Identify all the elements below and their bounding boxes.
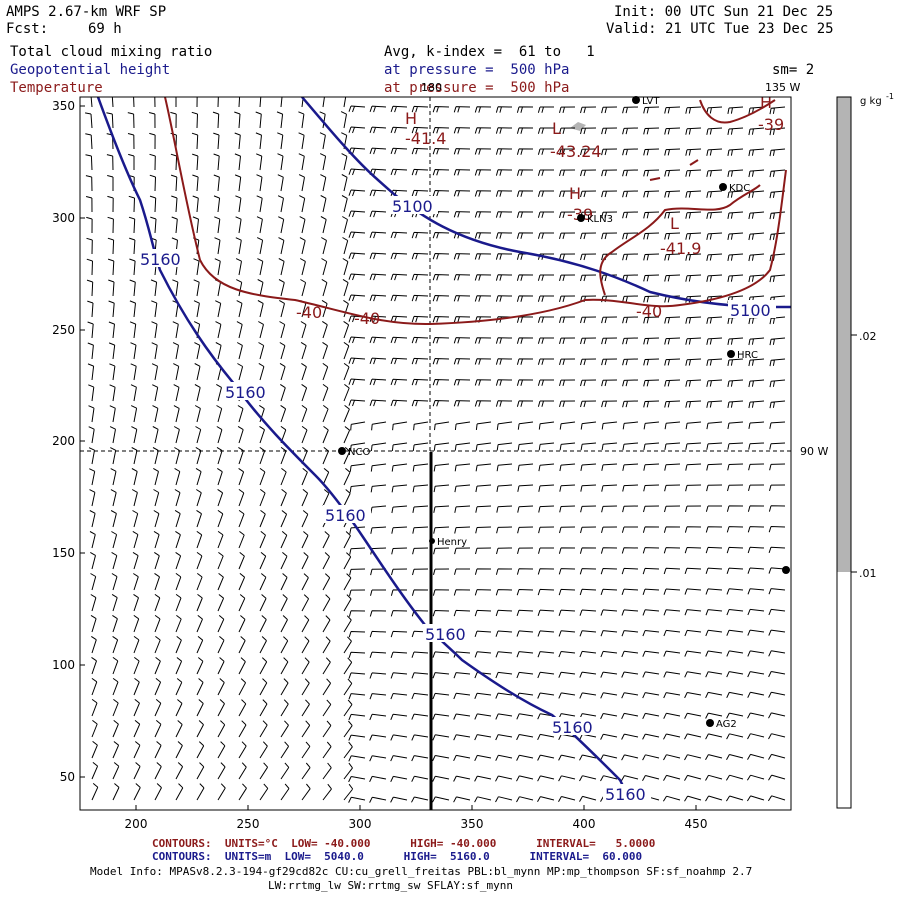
height-label: 5160: [552, 718, 593, 737]
height-label: 5160: [225, 383, 266, 402]
y-tick-label: 250: [52, 323, 75, 337]
station-label: HRC: [737, 350, 758, 361]
temp-label: -39: [758, 115, 784, 134]
model-info: Model Info: MPASv8.2.3-194-gf29cd82c CU:…: [90, 865, 753, 878]
stations: NCO Henry KLN3 HRC KDC AG2 LVT: [338, 96, 790, 730]
model-title: AMPS 2.67-km WRF SP: [6, 4, 167, 20]
x-tick-label: 200: [125, 817, 148, 831]
x-tick-label: 250: [237, 817, 260, 831]
pressure-level-height: at pressure = 500 hPa: [384, 62, 570, 78]
x-tick-label: 300: [349, 817, 372, 831]
forecast-hour: 69 h: [88, 21, 122, 37]
lon-label-180: 180: [421, 81, 442, 94]
cloud-shading: [570, 122, 586, 131]
colorbar-tick: .01: [859, 567, 877, 580]
y-tick-label: 300: [52, 211, 75, 225]
x-tick-label: 350: [461, 817, 484, 831]
height-label: 5160: [325, 506, 366, 525]
colorbar-white: [837, 572, 851, 808]
station-dot: [719, 183, 727, 191]
height-label: 5100: [392, 197, 433, 216]
colorbar-gray: [837, 97, 851, 572]
field-temperature: Temperature: [10, 80, 103, 96]
colorbar-unit: g kg: [860, 96, 882, 107]
station-label: LVT: [642, 96, 660, 107]
height-label: 5160: [425, 625, 466, 644]
pressure-center: H: [569, 184, 581, 203]
axis-ticks: [80, 105, 697, 810]
station-label: KLN3: [587, 214, 613, 225]
temp-label: -40: [296, 303, 322, 322]
height-contour-info: CONTOURS: UNITS=m LOW= 5040.0 HIGH= 5160…: [152, 850, 643, 863]
temperature-contours: [164, 97, 787, 326]
valid-time: Valid: 21 UTC Tue 23 Dec 25: [606, 21, 834, 37]
height-label: 5100: [730, 301, 771, 320]
temp-label: -40: [354, 309, 380, 328]
colorbar: g kg -1 .02 .01: [836, 92, 894, 809]
temp-label: -41.4: [405, 129, 446, 148]
forecast-label: Fcst:: [6, 21, 49, 37]
field-geopotential: Geopotential height: [10, 62, 171, 78]
y-tick-label: 100: [52, 658, 75, 672]
station-label: NCO: [348, 447, 370, 458]
temp-label: -40: [636, 302, 662, 321]
x-tick-label: 450: [685, 817, 708, 831]
station-label: Henry: [437, 537, 467, 548]
wind-barbs: [85, 97, 786, 803]
lon-label-90w: 90 W: [800, 445, 828, 458]
pressure-level-temp: at pressure = 500 hPa: [384, 80, 570, 96]
y-tick-label: 50: [60, 770, 75, 784]
map-frame: [79, 96, 792, 811]
station-label: AG2: [716, 719, 737, 730]
station-dot: [727, 350, 735, 358]
temp-label: -43.24: [550, 142, 602, 161]
station-dot: [632, 96, 640, 104]
station-dot: [429, 538, 435, 544]
height-contours: [96, 97, 791, 791]
colorbar-unit-exp: -1: [886, 92, 894, 101]
station-dot: [782, 566, 790, 574]
height-label: 5160: [140, 250, 181, 269]
pressure-center: H: [405, 109, 417, 128]
temp-label: -41.9: [660, 239, 701, 258]
colorbar-tick: .02: [859, 330, 877, 343]
height-labels: 5160 5160 5160 5160 5160 5160 5100 5100: [138, 196, 776, 804]
station-label: KDC: [729, 183, 750, 194]
graticule: [80, 97, 791, 452]
temp-contour-info: CONTOURS: UNITS=°C LOW= -40.000 HIGH= -4…: [152, 837, 656, 850]
x-tick-label: 400: [573, 817, 596, 831]
y-tick-label: 150: [52, 546, 75, 560]
lon-label-135w: 135 W: [765, 81, 800, 94]
station-dot: [338, 447, 346, 455]
temperature-labels: -40 -40 -40 -41.4 -43.24 -39 -41.9 -39 H…: [296, 93, 784, 328]
longitude-labels: 180 135 W 90 W: [421, 81, 828, 458]
station-dot: [577, 214, 585, 222]
pressure-center: H: [760, 93, 772, 112]
height-label: 5160: [605, 785, 646, 804]
pressure-center: L: [670, 214, 679, 233]
wind-barb-field: [85, 97, 786, 803]
smoothing-label: sm= 2: [772, 62, 815, 78]
init-time: Init: 00 UTC Sun 21 Dec 25: [614, 4, 834, 20]
y-tick-label: 200: [52, 434, 75, 448]
station-dot: [706, 719, 714, 727]
pressure-center: L: [552, 119, 561, 138]
y-axis-labels: 350 300 250 200 150 100 50: [52, 99, 75, 784]
y-tick-label: 350: [52, 99, 75, 113]
model-info-2: LW:rrtmg_lw SW:rrtmg_sw SFLAY:sf_mynn: [268, 879, 514, 892]
k-index-avg: Avg, k-index = 61 to 1: [384, 44, 595, 60]
x-axis-labels: 200 250 300 350 400 450: [125, 817, 708, 831]
field-cloud-mixing: Total cloud mixing ratio: [10, 44, 213, 60]
